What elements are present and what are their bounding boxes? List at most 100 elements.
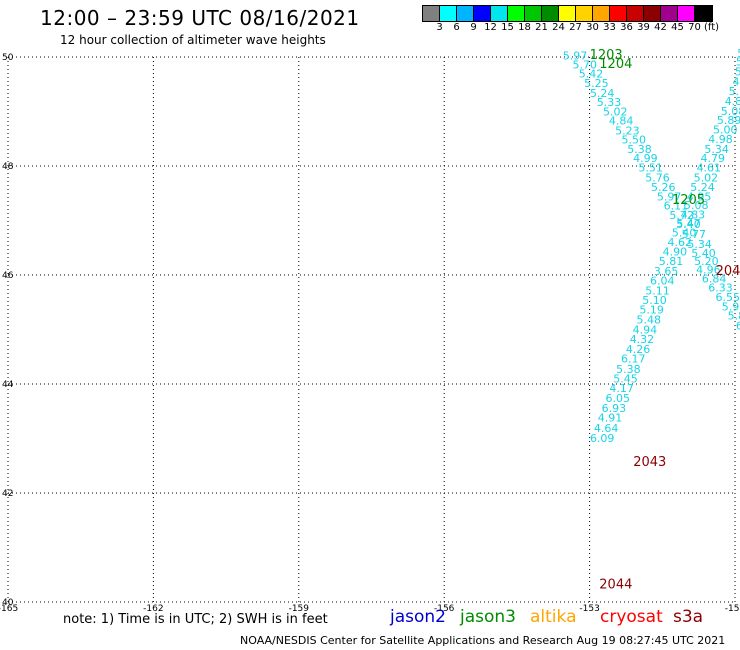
wave-height-label: 5.51 — [638, 161, 663, 174]
footer-note: note: 1) Time is in UTC; 2) SWH is in fe… — [63, 612, 328, 627]
wave-height-label: 5.34 — [687, 238, 712, 251]
wave-height-label: 6.05 — [605, 392, 630, 405]
legend-swatch — [491, 6, 508, 21]
wave-height-label: 5.60 — [736, 56, 740, 69]
legend-swatch — [559, 6, 576, 21]
wave-height-label: 4.98 — [708, 133, 733, 146]
wave-height-label: 5.47 — [676, 217, 701, 230]
wave-height-label: 4.90 — [663, 245, 688, 258]
wave-height-label: 4.84 — [609, 115, 634, 128]
legend-swatch — [678, 6, 695, 21]
legend-swatch — [576, 6, 593, 21]
legend-label: (ft) — [703, 22, 720, 33]
wave-height-label: 5.24 — [690, 181, 715, 194]
wave-height-label: 5.70 — [573, 58, 598, 71]
wave-height-label: 4.32 — [630, 333, 655, 346]
wave-height-label: 6.17 — [621, 353, 646, 366]
y-tick-label: 42 — [2, 489, 13, 499]
wave-height-label: 6.55 — [715, 291, 740, 304]
wave-height-label: 4.83 — [681, 208, 706, 221]
wave-height-label: 5.74 — [735, 66, 740, 79]
wave-height-label: 5.50 — [621, 134, 646, 147]
wave-height-label: 5.08 — [721, 105, 740, 118]
page-subtitle: 12 hour collection of altimeter wave hei… — [60, 33, 326, 47]
wave-height-label: 5.42 — [579, 68, 604, 81]
wave-height-label: 4.96 — [732, 75, 740, 88]
satellite-altika: altika — [530, 607, 577, 627]
legend-label: 42 — [654, 22, 667, 33]
x-tick-label: -159 — [289, 604, 310, 614]
wave-height-label: 5.81 — [728, 310, 740, 323]
wave-height-label: 5.38 — [616, 363, 641, 376]
wave-height-label: 5.76 — [645, 171, 670, 184]
y-tick-label: 44 — [2, 380, 14, 390]
wave-height-label: 5.08 — [684, 199, 709, 212]
wave-height-label: 5.97 — [563, 50, 588, 63]
wave-height-label: 5.10 — [642, 294, 667, 307]
wave-height-label: 5.40 — [691, 247, 716, 260]
wave-height-label: 5.91 — [737, 47, 740, 60]
y-tick-label: 50 — [2, 53, 14, 63]
legend-swatch — [610, 6, 627, 21]
wave-height-label: 4.62 — [667, 236, 692, 249]
wave-height-label: 5.02 — [603, 105, 628, 118]
wave-height-label: 5.99 — [722, 300, 740, 313]
wave-height-label: 6.84 — [702, 273, 727, 286]
legend-label: 30 — [586, 22, 599, 33]
wave-height-label: 5.33 — [597, 96, 622, 109]
legend-label: 6 — [453, 22, 460, 33]
wave-height-label: 5.38 — [627, 143, 652, 156]
x-tick-label: -162 — [143, 604, 163, 614]
wave-height-label: 4.88 — [725, 95, 740, 108]
wave-height-label: 4.61 — [697, 161, 722, 174]
legend-swatch — [440, 6, 457, 21]
wave-height-label: 6.93 — [602, 402, 627, 415]
legend-swatch — [644, 6, 661, 21]
legend-label: 15 — [501, 22, 514, 33]
satellite-jason2: jason2 — [390, 607, 446, 627]
wave-height-label: 5.77 — [682, 228, 707, 241]
wave-height-label: 5.26 — [651, 181, 676, 194]
pass-time-label: 1203 — [590, 48, 623, 63]
wave-height-label: 6.68 — [736, 320, 740, 333]
wave-height-label: 6.04 — [650, 274, 675, 287]
wave-height-label: 5.20 — [694, 255, 719, 268]
legend-swatch — [457, 6, 474, 21]
wave-height-label: 5.81 — [659, 255, 684, 268]
wave-height-label: 5.25 — [584, 77, 609, 90]
y-tick-label: 48 — [2, 162, 14, 172]
wave-height-label: 5.48 — [636, 314, 661, 327]
legend-label: 18 — [518, 22, 531, 33]
legend-label: 45 — [671, 22, 684, 33]
wave-height-label: 6.11 — [664, 200, 689, 213]
legend-swatch — [542, 6, 559, 21]
wave-height-label: 6.09 — [590, 432, 615, 445]
pass-time-label: 2044 — [599, 577, 632, 592]
legend-label: 36 — [620, 22, 633, 33]
legend-label: 9 — [470, 22, 477, 33]
x-tick-label: -165 — [0, 604, 18, 614]
wave-height-label: 5.89 — [717, 114, 740, 127]
legend-label: 12 — [484, 22, 497, 33]
pass-time-label: 2043 — [633, 455, 666, 470]
pass-time-label: 1204 — [599, 57, 632, 72]
wave-height-label: 5.34 — [704, 143, 729, 156]
legend-swatch — [423, 6, 440, 21]
wave-height-label: 3.65 — [654, 265, 679, 278]
legend-label: 33 — [603, 22, 616, 33]
legend-swatch — [627, 6, 644, 21]
wave-height-label: 5.40 — [676, 218, 701, 231]
wave-height-label: 4.79 — [700, 152, 725, 165]
legend-swatch — [508, 6, 525, 21]
satellite-cryosat: cryosat — [600, 607, 663, 627]
page-title: 12:00 – 23:59 UTC 08/16/2021 — [40, 6, 360, 30]
wave-height-label: 5.00 — [713, 123, 738, 136]
satellite-s3a: s3a — [673, 607, 704, 627]
wave-height-label: 4.94 — [633, 323, 658, 336]
pass-time-label: 1205 — [672, 193, 705, 208]
y-tick-label: 46 — [2, 271, 14, 281]
wave-height-label: 4.95 — [687, 190, 712, 203]
x-tick-label: -150 — [725, 604, 740, 614]
